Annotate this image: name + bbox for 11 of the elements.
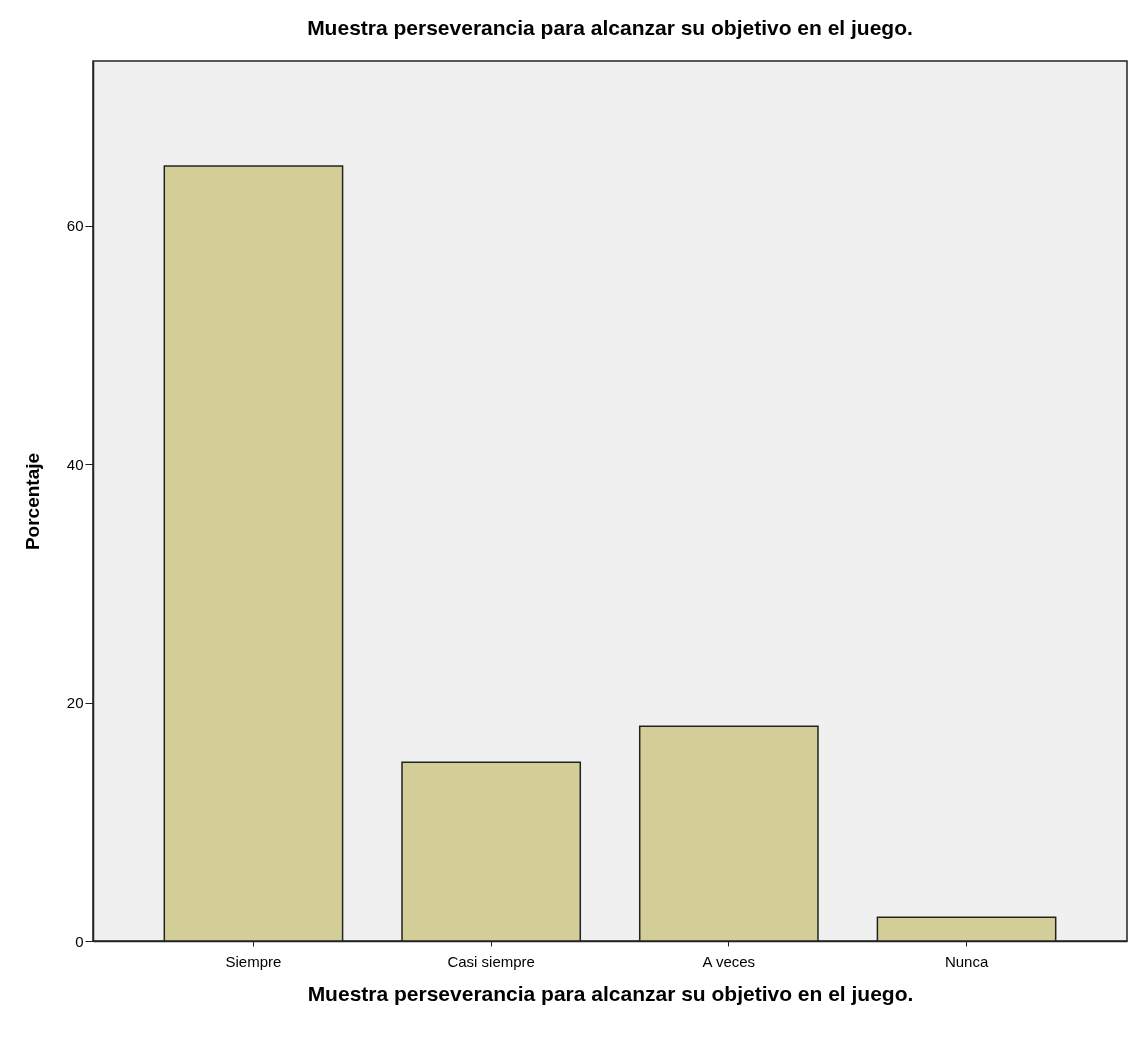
y-tick-label: 40 <box>66 455 84 473</box>
y-tick-label: 60 <box>66 217 84 235</box>
x-tick-label: Nunca <box>944 952 989 970</box>
x-tick-label: A veces <box>702 952 756 970</box>
chart-title: Muestra perseverancia para alcanzar su objetivo en el juego. <box>307 16 913 39</box>
y-axis-title: Porcentaje <box>21 452 43 551</box>
x-tick-label: Casi siempre <box>447 952 535 970</box>
x-tick-label: Siempre <box>225 952 282 970</box>
x-axis-title: Muestra perseverancia para alcanzar su objetivo en el juego. <box>307 981 914 1005</box>
y-tick-label: 20 <box>66 694 84 712</box>
y-tick-label: 0 <box>75 932 84 950</box>
